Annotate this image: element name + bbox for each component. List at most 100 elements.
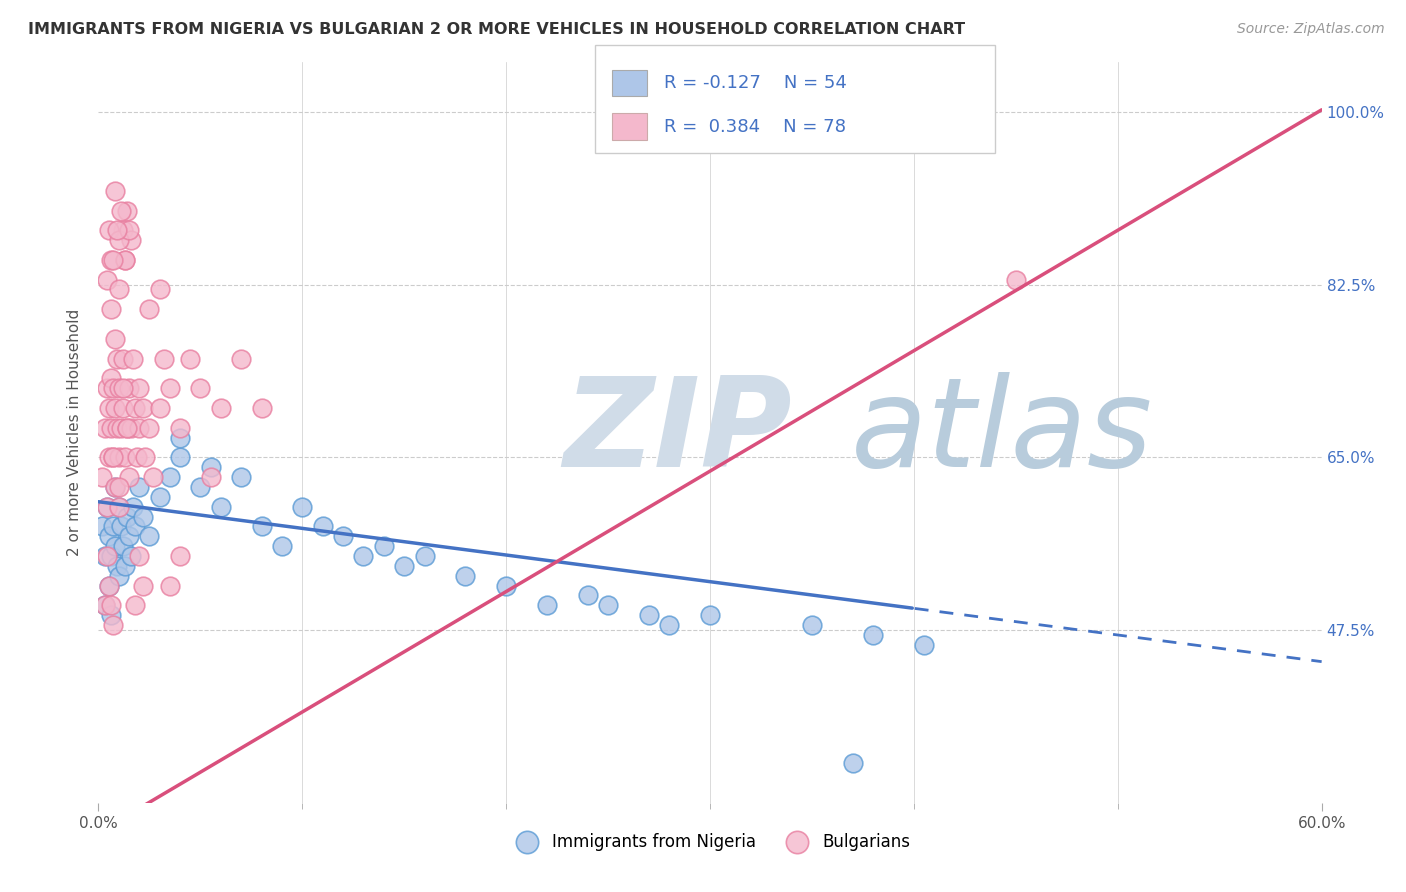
Point (120, 233, 142, 247)
Point (105, 351, 128, 366)
Point (142, 470, 165, 484)
Point (97, 450, 120, 465)
Point (111, 381, 134, 395)
Point (104, 332, 127, 346)
Point (200, 460, 222, 475)
Point (118, 529, 141, 543)
Point (132, 579, 155, 593)
Point (97, 529, 120, 543)
Point (96, 500, 118, 514)
Point (312, 519, 335, 533)
Point (101, 618, 124, 632)
Point (159, 381, 181, 395)
Point (392, 558, 416, 573)
Point (101, 519, 124, 533)
Point (108, 450, 131, 465)
Point (138, 302, 160, 317)
Point (104, 539, 127, 553)
Point (115, 420, 138, 434)
Text: Source: ZipAtlas.com: Source: ZipAtlas.com (1237, 22, 1385, 37)
Point (97, 579, 120, 593)
Point (97, 223, 120, 237)
Point (91, 519, 114, 533)
Text: IMMIGRANTS FROM NIGERIA VS BULGARIAN 2 OR MORE VEHICLES IN HOUSEHOLD CORRELATION: IMMIGRANTS FROM NIGERIA VS BULGARIAN 2 O… (28, 22, 966, 37)
Point (93, 549, 115, 563)
Point (111, 539, 134, 553)
Point (100, 420, 122, 434)
Point (108, 500, 131, 514)
Point (114, 252, 136, 267)
Point (270, 539, 294, 553)
Point (100, 549, 122, 563)
Point (100, 252, 122, 267)
Point (862, 628, 884, 642)
Point (122, 351, 145, 366)
Point (96, 272, 118, 286)
Point (454, 568, 477, 582)
Point (127, 450, 149, 465)
Point (801, 618, 824, 632)
Point (128, 420, 150, 434)
Point (120, 420, 142, 434)
Point (114, 252, 136, 267)
Point (96, 381, 118, 395)
Point (104, 401, 127, 415)
Point (108, 500, 131, 514)
Point (188, 480, 212, 494)
Point (111, 351, 134, 366)
Point (250, 401, 273, 415)
Point (138, 529, 160, 543)
Text: ZIP: ZIP (564, 372, 792, 493)
Point (128, 381, 150, 395)
Point (101, 252, 124, 267)
Point (105, 420, 128, 434)
Point (576, 589, 599, 603)
Point (291, 500, 314, 514)
Point (209, 401, 232, 415)
Point (658, 618, 681, 632)
Point (128, 480, 150, 494)
Point (637, 608, 661, 623)
Text: R =  0.384    N = 78: R = 0.384 N = 78 (664, 118, 845, 136)
Point (149, 490, 172, 504)
Point (124, 599, 146, 613)
Point (108, 480, 131, 494)
Point (413, 549, 436, 563)
Point (104, 480, 127, 494)
Point (100, 608, 122, 623)
Point (118, 470, 141, 484)
Point (138, 420, 160, 434)
Point (128, 549, 150, 563)
Point (169, 431, 191, 445)
Point (231, 351, 253, 366)
Point (179, 351, 201, 366)
Point (91, 470, 114, 484)
Point (101, 450, 124, 465)
Point (159, 470, 181, 484)
Point (118, 381, 141, 395)
Point (231, 470, 253, 484)
Point (149, 283, 172, 297)
Legend: Immigrants from Nigeria, Bulgarians: Immigrants from Nigeria, Bulgarians (503, 826, 917, 857)
Point (209, 500, 232, 514)
Point (114, 558, 136, 573)
Point (124, 519, 146, 533)
Text: R = -0.127    N = 54: R = -0.127 N = 54 (664, 74, 846, 92)
Point (124, 401, 146, 415)
Point (169, 549, 191, 563)
Point (114, 450, 136, 465)
Point (699, 608, 721, 623)
Point (105, 223, 128, 237)
Point (101, 381, 124, 395)
Point (495, 579, 517, 593)
Point (115, 509, 138, 524)
Point (110, 420, 132, 434)
Point (108, 568, 131, 582)
Point (149, 401, 172, 415)
Point (93, 599, 115, 613)
Point (100, 371, 122, 385)
Point (912, 638, 935, 652)
Point (134, 450, 156, 465)
Point (93, 599, 115, 613)
Point (132, 509, 155, 524)
